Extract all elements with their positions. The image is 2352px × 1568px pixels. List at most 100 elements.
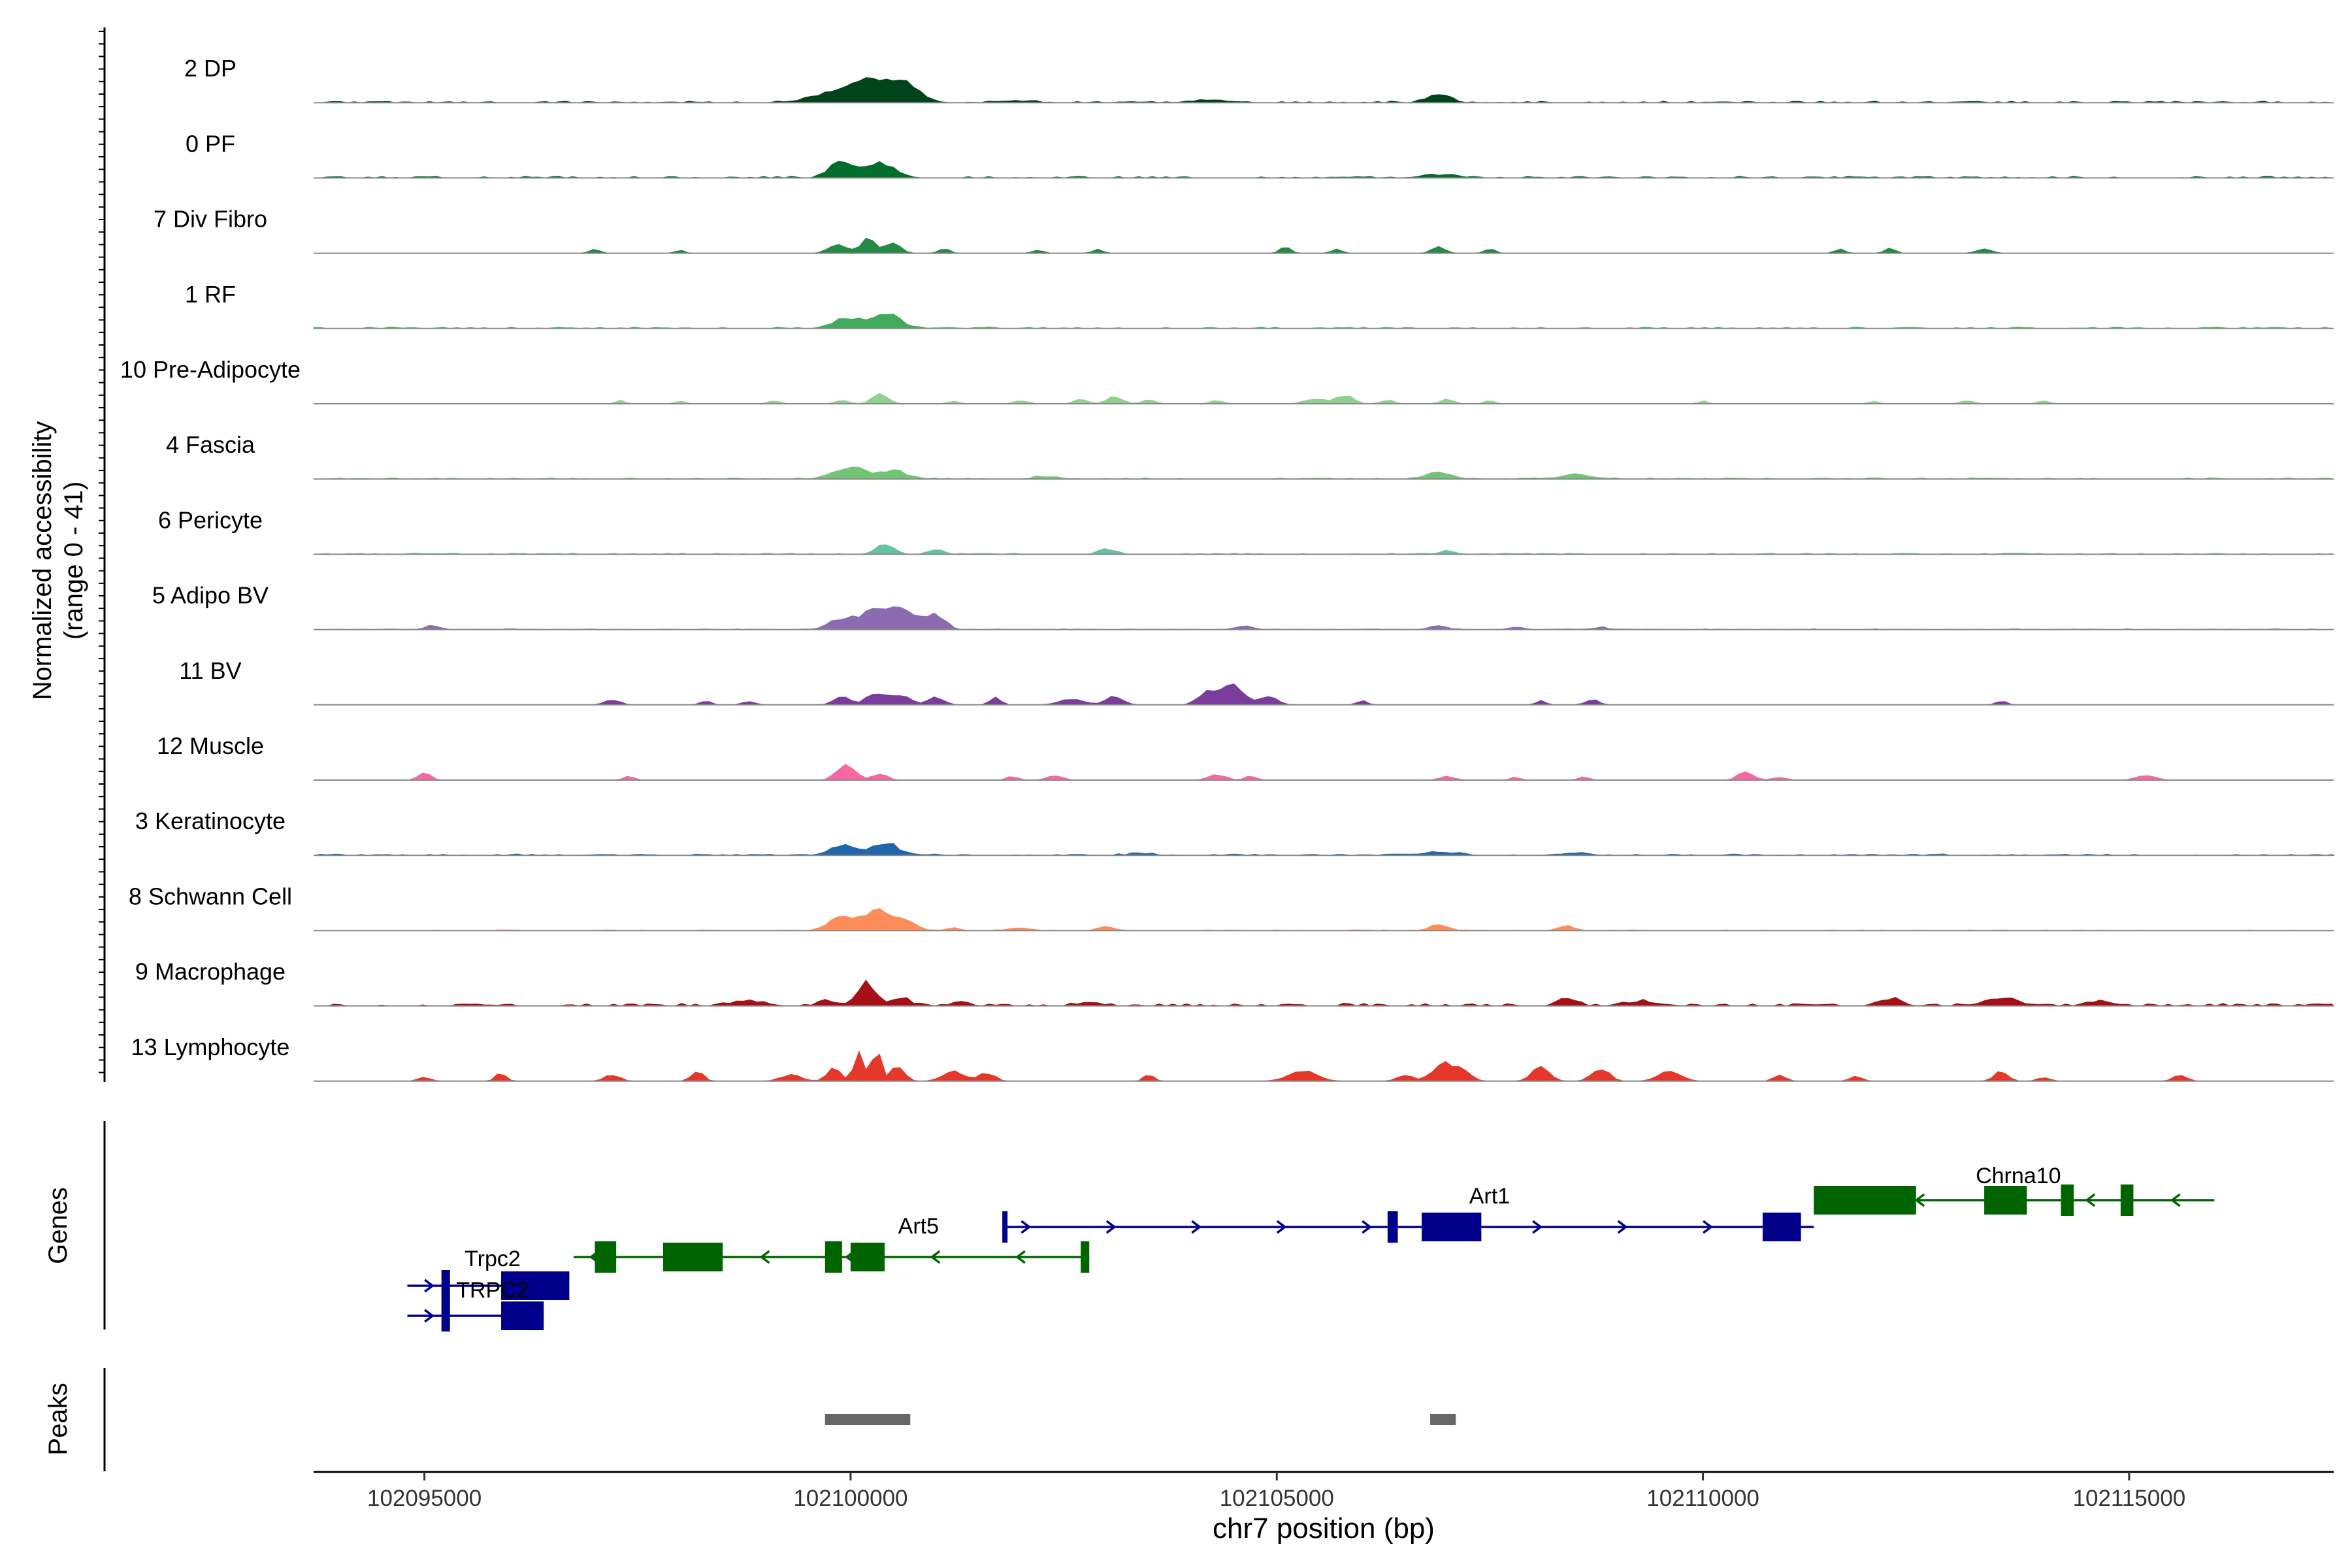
- x-tick-label: 102105000: [1220, 1486, 1334, 1511]
- gene-model: Chrna10: [1814, 1164, 2215, 1216]
- track-label: 13 Lymphocyte: [131, 1034, 290, 1060]
- gene-label: TRPC2: [456, 1278, 529, 1303]
- gene-exon: [501, 1271, 570, 1300]
- peak-track: [825, 1414, 1456, 1425]
- x-axis-label: chr7 position (bp): [1213, 1512, 1435, 1544]
- coverage-area: [314, 1050, 2334, 1082]
- gene-exon: [1762, 1213, 1801, 1241]
- y-axis-range: (range 0 - 41): [59, 482, 88, 640]
- gene-exon: [850, 1243, 885, 1271]
- coverage-area: [314, 393, 2334, 404]
- strand-arrow: [1617, 1220, 1628, 1234]
- coverage-area: [313, 843, 2335, 856]
- gene-model: TRPC2: [407, 1278, 544, 1331]
- peak-region: [825, 1414, 911, 1425]
- gene-model: Trpc2: [407, 1247, 570, 1301]
- coverage-area: [314, 77, 2334, 103]
- track-13: 9 Macrophage: [135, 958, 2335, 1007]
- strand-arrow: [2085, 1193, 2096, 1207]
- coverage-area: [313, 544, 2334, 555]
- track-8: 5 Adipo BV: [152, 582, 2334, 630]
- strand-arrow: [930, 1250, 941, 1264]
- track-6: 4 Fascia: [166, 431, 2334, 480]
- track-11: 3 Keratinocyte: [135, 808, 2335, 857]
- x-tick-label: 102115000: [2073, 1486, 2186, 1511]
- gene-exon: [1422, 1213, 1482, 1241]
- track-label: 2 DP: [184, 55, 237, 82]
- gene-exon: [1002, 1211, 1008, 1243]
- coverage-area: [314, 979, 2335, 1007]
- gene-exon: [662, 1243, 723, 1271]
- gene-exon: [825, 1241, 842, 1273]
- strand-arrow: [424, 1309, 435, 1323]
- gene-model: [1002, 1211, 1814, 1243]
- strand-arrow: [1021, 1220, 1032, 1234]
- y-axis-label: Normalized accessibility: [28, 421, 57, 700]
- track-label: 7 Div Fibro: [154, 206, 267, 233]
- track-label: 9 Macrophage: [135, 958, 286, 985]
- track-9: 11 BV: [179, 657, 2334, 706]
- strand-arrow: [1105, 1220, 1117, 1234]
- gene-label: Art5: [898, 1214, 939, 1239]
- gene-label: Chrna10: [1976, 1164, 2061, 1188]
- track-14: 13 Lymphocyte: [131, 1034, 2334, 1082]
- gene-exon: [2120, 1184, 2134, 1216]
- coverage-tracks: 2 DP 0 PF 7 Div Fibro 1 RF 10 Pre-Adipocyte 4…: [120, 55, 2335, 1082]
- coverage-area: [313, 313, 2334, 329]
- strand-arrow: [2170, 1193, 2181, 1207]
- gene-exon: [1984, 1186, 2027, 1215]
- gene-model: Art1: [1469, 1184, 1510, 1209]
- x-tick-label: 102100000: [793, 1486, 907, 1511]
- track-5: 10 Pre-Adipocyte: [120, 356, 2334, 404]
- track-12: 8 Schwann Cell: [129, 883, 2334, 932]
- gene-exon: [1387, 1211, 1398, 1243]
- coverage-area: [314, 237, 2334, 254]
- gene-exon: [441, 1300, 450, 1331]
- peak-region: [1430, 1414, 1456, 1425]
- strand-arrow: [1276, 1220, 1287, 1234]
- gene-exon: [1081, 1241, 1090, 1273]
- strand-arrow: [1703, 1220, 1714, 1234]
- track-7: 6 Pericyte: [158, 506, 2334, 555]
- strand-arrow: [1362, 1220, 1373, 1234]
- gene-exon: [2061, 1184, 2074, 1216]
- track-label: 3 Keratinocyte: [135, 808, 286, 834]
- strand-arrow: [1191, 1220, 1202, 1234]
- gene-exon: [1814, 1186, 1916, 1215]
- gene-model: [573, 1241, 1090, 1273]
- track-label: 5 Adipo BV: [152, 582, 269, 609]
- strand-arrow: [1532, 1220, 1543, 1234]
- gene-exon: [441, 1270, 450, 1301]
- track-10: 12 Muscle: [157, 732, 2334, 781]
- coverage-area: [314, 161, 2334, 178]
- x-axis-ticks: 102095000 102100000 102105000 102110000 1021…: [367, 1472, 2185, 1511]
- gene-exon: [595, 1241, 617, 1273]
- coverage-area: [314, 683, 2334, 706]
- track-label: 8 Schwann Cell: [129, 883, 292, 909]
- gene-model: Art5: [898, 1214, 939, 1239]
- track-2: 0 PF: [186, 130, 2334, 179]
- track-label: 0 PF: [186, 130, 235, 157]
- track-1: 2 DP: [184, 55, 2334, 104]
- coverage-area: [314, 764, 2334, 781]
- peaks-panel-label: Peaks: [44, 1382, 73, 1455]
- strand-arrow: [759, 1250, 770, 1264]
- gene-track: Art5 Art1 Chrna10 Trpc2 TRPC2: [407, 1164, 2215, 1331]
- track-label: 6 Pericyte: [158, 506, 263, 533]
- gene-label: Art1: [1469, 1184, 1510, 1209]
- gene-exon: [501, 1301, 544, 1330]
- x-tick-label: 102110000: [1646, 1486, 1759, 1511]
- track-4: 1 RF: [185, 281, 2334, 329]
- coverage-area: [314, 466, 2334, 480]
- strand-arrow: [1914, 1193, 1925, 1207]
- strand-arrow: [424, 1279, 435, 1293]
- genes-panel-label: Genes: [44, 1187, 73, 1264]
- track-label: 12 Muscle: [157, 732, 264, 759]
- y-axis: [99, 27, 106, 1082]
- coverage-area: [314, 908, 2334, 931]
- track-label: 11 BV: [179, 657, 241, 684]
- track-3: 7 Div Fibro: [154, 206, 2334, 254]
- y-axis-title: Normalized accessibility (range 0 - 41): [28, 421, 88, 700]
- track-label: 10 Pre-Adipocyte: [120, 356, 301, 383]
